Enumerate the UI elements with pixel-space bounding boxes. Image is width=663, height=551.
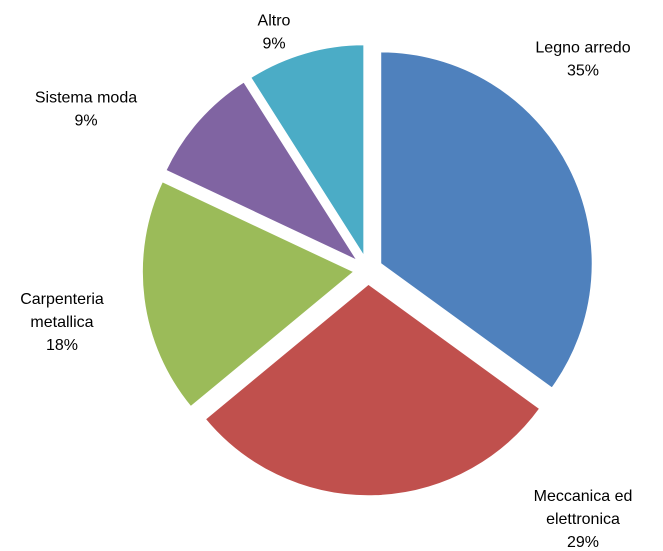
- slice-label: Sistema moda: [35, 90, 137, 107]
- slice-label-line: Carpenteria: [20, 291, 104, 308]
- slice-label: Altro: [258, 13, 291, 30]
- pie-slice: [249, 43, 365, 260]
- slice-value-label: 35%: [567, 63, 599, 80]
- slice-value-label: 9%: [262, 36, 285, 53]
- pie-slice: [204, 283, 541, 497]
- slice-label-line: Altro: [258, 13, 291, 30]
- pie-slice: [164, 80, 360, 263]
- slice-value-label: 29%: [567, 534, 599, 551]
- slice-value-label: 9%: [74, 113, 97, 130]
- pie-slice: [141, 180, 356, 408]
- slice-value-label: 18%: [46, 337, 78, 354]
- slice-label-line: metallica: [30, 314, 93, 331]
- pie-slice: [379, 50, 594, 390]
- slice-label: Meccanica ed elettronica: [534, 488, 633, 528]
- slice-label: Legno arredo: [535, 40, 630, 57]
- slice-label-line: Sistema moda: [35, 90, 137, 107]
- slice-label-line: elettronica: [546, 511, 620, 528]
- slice-label-line: Meccanica ed: [534, 488, 633, 505]
- slice-label-line: Legno arredo: [535, 40, 630, 57]
- slice-label: Carpenteria metallica: [20, 291, 104, 331]
